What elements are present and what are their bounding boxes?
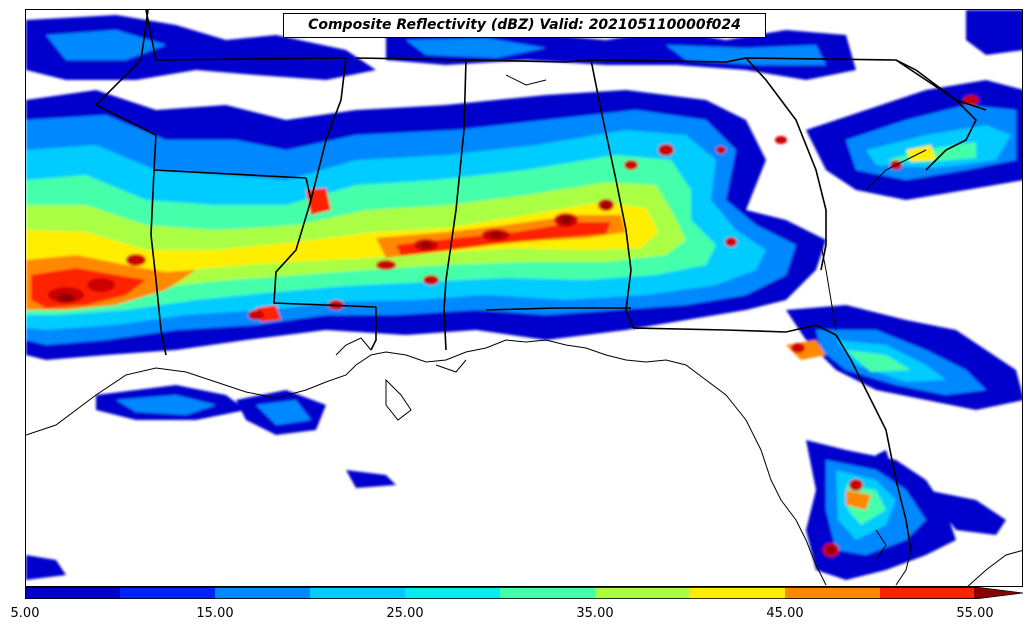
colorbar-extension bbox=[974, 587, 1024, 599]
colorbar-segment bbox=[500, 587, 596, 599]
reflectivity-map bbox=[26, 10, 1022, 586]
colorbar-outline bbox=[25, 587, 976, 599]
colorbar-segment bbox=[595, 587, 691, 599]
reflectivity-field bbox=[26, 10, 1022, 580]
map-panel bbox=[25, 9, 1023, 587]
colorbar-segment bbox=[405, 587, 501, 599]
colorbar-segment bbox=[785, 587, 881, 599]
colorbar-tick-label: 5.00 bbox=[10, 606, 40, 621]
colorbar-segment bbox=[880, 587, 976, 599]
map-title: Composite Reflectivity (dBZ) Valid: 2021… bbox=[283, 13, 766, 38]
colorbar-segment bbox=[215, 587, 311, 599]
state-borders bbox=[94, 10, 987, 551]
colorbar-tick-label: 15.00 bbox=[196, 606, 234, 621]
colorbar-tick-label: 25.00 bbox=[386, 606, 424, 621]
colorbar-segment bbox=[310, 587, 406, 599]
colorbar-tick-label: 35.00 bbox=[576, 606, 614, 621]
colorbar-segment bbox=[120, 587, 216, 599]
colorbar-tick-label: 45.00 bbox=[766, 606, 804, 621]
colorbar bbox=[25, 587, 1024, 599]
colorbar-segment bbox=[690, 587, 786, 599]
colorbar-tick-label: 55.00 bbox=[956, 606, 994, 621]
colorbar-segment bbox=[25, 587, 121, 599]
coastline bbox=[26, 74, 1022, 586]
